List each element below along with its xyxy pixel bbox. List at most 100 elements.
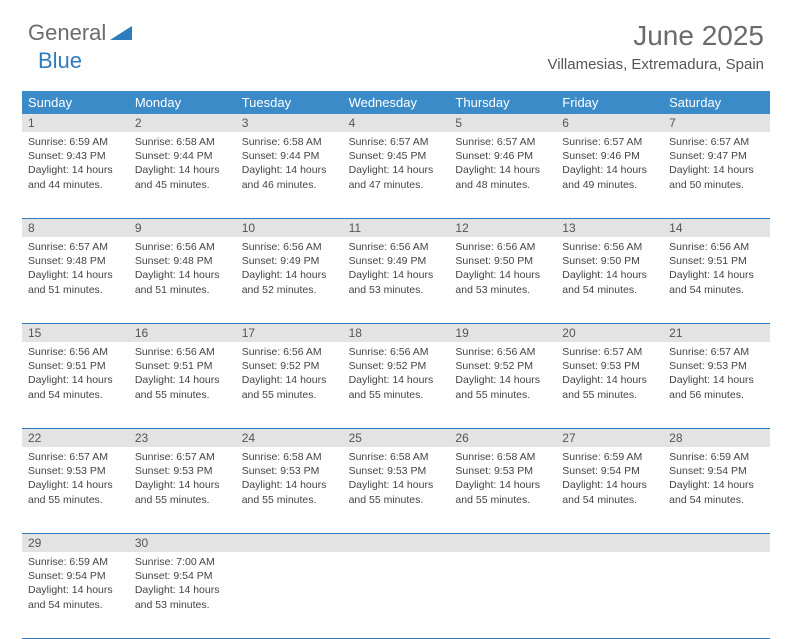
sunrise-text: Sunrise: 6:57 AM <box>562 135 657 149</box>
day-header-row: Sunday Monday Tuesday Wednesday Thursday… <box>22 91 770 114</box>
day-info: Sunrise: 6:56 AMSunset: 9:51 PMDaylight:… <box>28 345 123 402</box>
sunrise-text: Sunrise: 6:56 AM <box>562 240 657 254</box>
day-info: Sunrise: 6:57 AMSunset: 9:48 PMDaylight:… <box>28 240 123 297</box>
day-info: Sunrise: 6:58 AMSunset: 9:53 PMDaylight:… <box>349 450 444 507</box>
day-info: Sunrise: 6:57 AMSunset: 9:53 PMDaylight:… <box>562 345 657 402</box>
sunset-text: Sunset: 9:50 PM <box>455 254 550 268</box>
day-info: Sunrise: 6:59 AMSunset: 9:43 PMDaylight:… <box>28 135 123 192</box>
sunset-text: Sunset: 9:47 PM <box>669 149 764 163</box>
day-number: 23 <box>129 429 236 447</box>
daylight-text-2: and 53 minutes. <box>455 283 550 297</box>
day-number <box>663 534 770 552</box>
day-info: Sunrise: 6:58 AMSunset: 9:53 PMDaylight:… <box>242 450 337 507</box>
week-row: Sunrise: 6:57 AMSunset: 9:53 PMDaylight:… <box>22 447 770 534</box>
logo-text-blue-wrap: Blue <box>38 48 82 74</box>
daylight-text-2: and 54 minutes. <box>562 283 657 297</box>
day-number-row: 1234567 <box>22 114 770 132</box>
day-info: Sunrise: 6:57 AMSunset: 9:46 PMDaylight:… <box>455 135 550 192</box>
sunset-text: Sunset: 9:54 PM <box>669 464 764 478</box>
day-number <box>236 534 343 552</box>
sunrise-text: Sunrise: 6:58 AM <box>242 450 337 464</box>
daylight-text-2: and 54 minutes. <box>669 283 764 297</box>
sunrise-text: Sunrise: 6:57 AM <box>28 240 123 254</box>
daylight-text-2: and 47 minutes. <box>349 178 444 192</box>
daylight-text-1: Daylight: 14 hours <box>242 268 337 282</box>
day-number: 22 <box>22 429 129 447</box>
weeks-container: 1234567Sunrise: 6:59 AMSunset: 9:43 PMDa… <box>22 114 770 639</box>
sunrise-text: Sunrise: 6:57 AM <box>28 450 123 464</box>
day-number: 28 <box>663 429 770 447</box>
daylight-text-2: and 55 minutes. <box>28 493 123 507</box>
day-header-thu: Thursday <box>449 91 556 114</box>
day-number: 17 <box>236 324 343 342</box>
sunrise-text: Sunrise: 6:56 AM <box>349 240 444 254</box>
day-cell: Sunrise: 6:57 AMSunset: 9:53 PMDaylight:… <box>22 447 129 533</box>
daylight-text-2: and 53 minutes. <box>349 283 444 297</box>
sunset-text: Sunset: 9:52 PM <box>455 359 550 373</box>
sunset-text: Sunset: 9:43 PM <box>28 149 123 163</box>
day-number: 11 <box>343 219 450 237</box>
daylight-text-1: Daylight: 14 hours <box>242 163 337 177</box>
day-cell: Sunrise: 6:58 AMSunset: 9:53 PMDaylight:… <box>236 447 343 533</box>
daylight-text-2: and 54 minutes. <box>669 493 764 507</box>
empty-cell <box>663 552 770 638</box>
day-cell: Sunrise: 6:59 AMSunset: 9:54 PMDaylight:… <box>663 447 770 533</box>
day-number: 12 <box>449 219 556 237</box>
day-info: Sunrise: 6:56 AMSunset: 9:50 PMDaylight:… <box>455 240 550 297</box>
location-label: Villamesias, Extremadura, Spain <box>548 56 765 73</box>
daylight-text-1: Daylight: 14 hours <box>562 478 657 492</box>
day-number-row: 891011121314 <box>22 219 770 237</box>
day-cell: Sunrise: 6:56 AMSunset: 9:52 PMDaylight:… <box>236 342 343 428</box>
daylight-text-2: and 49 minutes. <box>562 178 657 192</box>
day-number-row: 15161718192021 <box>22 324 770 342</box>
day-info: Sunrise: 6:59 AMSunset: 9:54 PMDaylight:… <box>669 450 764 507</box>
sunrise-text: Sunrise: 6:56 AM <box>455 240 550 254</box>
sunset-text: Sunset: 9:50 PM <box>562 254 657 268</box>
day-number: 25 <box>343 429 450 447</box>
sunset-text: Sunset: 9:48 PM <box>135 254 230 268</box>
sunrise-text: Sunrise: 6:59 AM <box>28 555 123 569</box>
sunset-text: Sunset: 9:44 PM <box>242 149 337 163</box>
daylight-text-2: and 55 minutes. <box>135 388 230 402</box>
day-number: 8 <box>22 219 129 237</box>
daylight-text-1: Daylight: 14 hours <box>455 373 550 387</box>
day-cell: Sunrise: 6:58 AMSunset: 9:53 PMDaylight:… <box>343 447 450 533</box>
day-info: Sunrise: 6:57 AMSunset: 9:53 PMDaylight:… <box>28 450 123 507</box>
day-number <box>343 534 450 552</box>
sunset-text: Sunset: 9:53 PM <box>135 464 230 478</box>
daylight-text-1: Daylight: 14 hours <box>28 373 123 387</box>
day-number: 18 <box>343 324 450 342</box>
page-header: General June 2025 Villamesias, Extremadu… <box>0 0 792 81</box>
day-header-wed: Wednesday <box>343 91 450 114</box>
day-info: Sunrise: 6:59 AMSunset: 9:54 PMDaylight:… <box>562 450 657 507</box>
daylight-text-2: and 50 minutes. <box>669 178 764 192</box>
day-cell: Sunrise: 6:56 AMSunset: 9:52 PMDaylight:… <box>449 342 556 428</box>
daylight-text-2: and 52 minutes. <box>242 283 337 297</box>
day-cell: Sunrise: 6:56 AMSunset: 9:49 PMDaylight:… <box>343 237 450 323</box>
day-cell: Sunrise: 6:56 AMSunset: 9:49 PMDaylight:… <box>236 237 343 323</box>
daylight-text-2: and 55 minutes. <box>562 388 657 402</box>
day-number: 1 <box>22 114 129 132</box>
sunset-text: Sunset: 9:53 PM <box>28 464 123 478</box>
day-number: 15 <box>22 324 129 342</box>
daylight-text-2: and 55 minutes. <box>242 493 337 507</box>
sunset-text: Sunset: 9:52 PM <box>349 359 444 373</box>
daylight-text-1: Daylight: 14 hours <box>669 163 764 177</box>
day-number-row: 2930 <box>22 534 770 552</box>
sunrise-text: Sunrise: 6:57 AM <box>135 450 230 464</box>
day-number: 3 <box>236 114 343 132</box>
sunset-text: Sunset: 9:51 PM <box>669 254 764 268</box>
sunset-text: Sunset: 9:54 PM <box>28 569 123 583</box>
day-cell: Sunrise: 6:59 AMSunset: 9:54 PMDaylight:… <box>556 447 663 533</box>
daylight-text-1: Daylight: 14 hours <box>562 268 657 282</box>
day-number: 29 <box>22 534 129 552</box>
day-cell: Sunrise: 6:56 AMSunset: 9:52 PMDaylight:… <box>343 342 450 428</box>
day-number-row: 22232425262728 <box>22 429 770 447</box>
day-info: Sunrise: 6:56 AMSunset: 9:49 PMDaylight:… <box>349 240 444 297</box>
sunrise-text: Sunrise: 6:56 AM <box>135 345 230 359</box>
day-number: 21 <box>663 324 770 342</box>
sunrise-text: Sunrise: 6:56 AM <box>669 240 764 254</box>
day-info: Sunrise: 6:56 AMSunset: 9:52 PMDaylight:… <box>242 345 337 402</box>
day-info: Sunrise: 6:56 AMSunset: 9:48 PMDaylight:… <box>135 240 230 297</box>
day-number: 4 <box>343 114 450 132</box>
